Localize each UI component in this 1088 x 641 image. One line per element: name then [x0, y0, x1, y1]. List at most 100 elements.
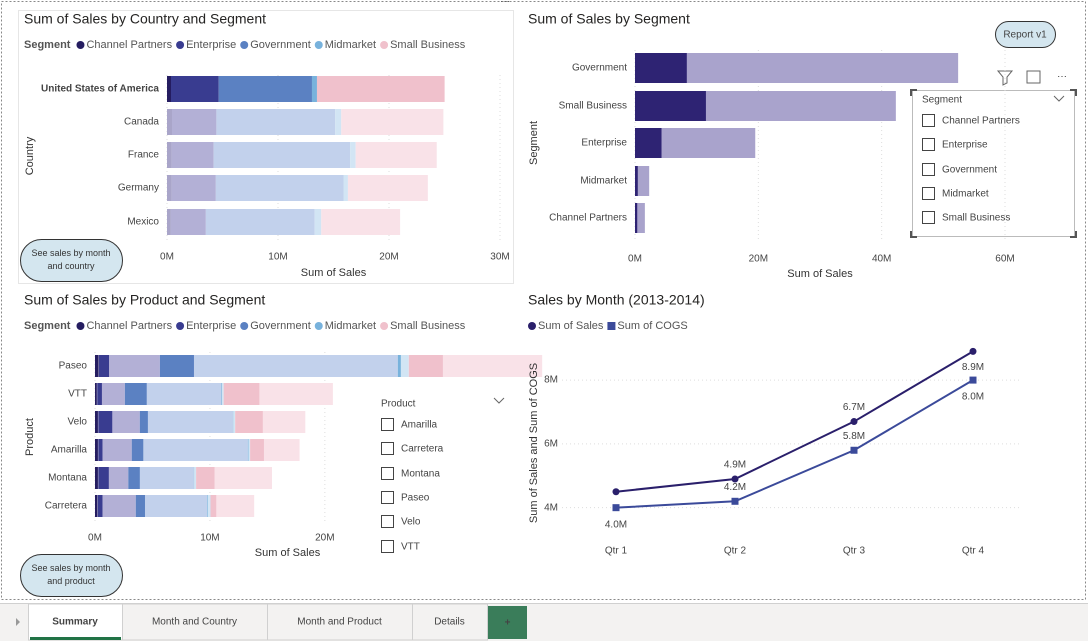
- legend-label[interactable]: Channel Partners: [86, 320, 172, 332]
- report-button[interactable]: [995, 21, 1056, 48]
- more-options[interactable]: ⋯: [1057, 72, 1067, 83]
- bar-segment[interactable]: [216, 109, 336, 135]
- chevron[interactable]: [493, 397, 505, 404]
- tab[interactable]: [412, 603, 488, 641]
- bar-highlight[interactable]: [221, 383, 222, 405]
- bar-highlight[interactable]: [98, 439, 103, 461]
- y-tick-label[interactable]: Midmarket: [580, 176, 627, 187]
- legend-label[interactable]: Midmarket: [325, 320, 376, 332]
- point[interactable]: [731, 475, 739, 483]
- bar-segment[interactable]: [397, 355, 409, 377]
- bar-segment[interactable]: [97, 383, 125, 405]
- legend-label[interactable]: Government: [250, 39, 311, 51]
- y-tick-label[interactable]: Montana: [48, 473, 87, 484]
- legend-label[interactable]: Enterprise: [186, 320, 236, 332]
- bar-highlight[interactable]: [408, 355, 443, 377]
- nav-button-label[interactable]: See sales by month and country: [31, 248, 111, 271]
- bar-segment[interactable]: [213, 142, 351, 168]
- legend-label[interactable]: Midmarket: [325, 39, 376, 51]
- bar-segment[interactable]: [98, 439, 132, 461]
- bar-segment[interactable]: [167, 142, 172, 168]
- bar-highlight[interactable]: [131, 439, 144, 461]
- y-tick-label[interactable]: Paseo: [59, 361, 88, 372]
- bar-highlight[interactable]: [210, 495, 217, 517]
- bar-highlight[interactable]: [247, 439, 249, 461]
- point[interactable]: [850, 418, 858, 426]
- bar-segment[interactable]: [341, 109, 444, 135]
- bar-segment[interactable]: [205, 209, 315, 235]
- legend-label[interactable]: Government: [250, 320, 311, 332]
- bar-highlight[interactable]: [95, 411, 98, 433]
- slicer-item[interactable]: VTT: [401, 542, 420, 553]
- y-tick-label[interactable]: Carretera: [45, 501, 88, 512]
- y-tick-label[interactable]: Government: [572, 63, 627, 74]
- bar-segment[interactable]: [139, 411, 233, 433]
- bar-segment[interactable]: [167, 76, 171, 102]
- bar-segment[interactable]: [210, 495, 255, 517]
- bar-segment[interactable]: [232, 411, 236, 433]
- bar-highlight[interactable]: [207, 495, 208, 517]
- checkbox[interactable]: [922, 163, 935, 176]
- bar-highlight[interactable]: [95, 383, 97, 405]
- nav-button-text[interactable]: See sales by month and product: [26, 556, 116, 594]
- bar-segment[interactable]: [355, 142, 437, 168]
- bar-segment[interactable]: [350, 142, 356, 168]
- checkbox[interactable]: [381, 515, 394, 528]
- legend-label[interactable]: Channel Partners: [86, 39, 172, 51]
- filter-icon[interactable]: [996, 70, 1014, 86]
- nav-button[interactable]: [20, 239, 123, 282]
- tab-scroll[interactable]: [16, 618, 20, 626]
- bar-highlight[interactable]: [128, 467, 140, 489]
- slicer-item[interactable]: Enterprise: [942, 140, 988, 151]
- bar-segment[interactable]: [167, 209, 171, 235]
- bar-highlight[interactable]: [159, 355, 194, 377]
- bar-highlight[interactable]: [98, 467, 109, 489]
- tab-label[interactable]: Month and Country: [152, 617, 237, 628]
- bar-segment[interactable]: [343, 175, 348, 201]
- slicer-item[interactable]: Channel Partners: [942, 116, 1020, 127]
- bar-highlight[interactable]: [97, 495, 103, 517]
- bar-segment[interactable]: [635, 53, 959, 83]
- bar-segment[interactable]: [347, 175, 428, 201]
- focus-icon[interactable]: [1026, 70, 1041, 84]
- bar-segment[interactable]: [314, 209, 322, 235]
- bar-segment[interactable]: [196, 467, 272, 489]
- checkbox[interactable]: [381, 467, 394, 480]
- nav-button-label[interactable]: See sales by month and product: [31, 563, 111, 586]
- add-tab-label[interactable]: +: [505, 618, 511, 629]
- bar-segment[interactable]: [215, 175, 344, 201]
- bar-highlight[interactable]: [635, 166, 638, 196]
- slicer-item[interactable]: Government: [942, 165, 997, 176]
- slicer-item[interactable]: Carretera: [401, 444, 444, 455]
- tab-label[interactable]: Month and Product: [297, 617, 382, 628]
- bar-highlight[interactable]: [397, 355, 401, 377]
- bar-highlight[interactable]: [135, 495, 145, 517]
- bar-highlight[interactable]: [98, 411, 113, 433]
- bar-segment[interactable]: [207, 495, 211, 517]
- bar-highlight[interactable]: [124, 383, 147, 405]
- chevron[interactable]: [1053, 95, 1065, 102]
- bar-segment[interactable]: [221, 383, 224, 405]
- legend-label[interactable]: Small Business: [390, 39, 466, 51]
- slicer-item[interactable]: Amarilla: [401, 420, 438, 431]
- bar-segment[interactable]: [193, 467, 197, 489]
- y-tick-label[interactable]: Enterprise: [581, 138, 627, 149]
- bar-highlight[interactable]: [250, 439, 264, 461]
- bar-highlight[interactable]: [235, 411, 263, 433]
- bar-highlight[interactable]: [95, 439, 98, 461]
- y-tick-label[interactable]: Canada: [124, 117, 159, 128]
- bar-segment[interactable]: [171, 175, 216, 201]
- bar-segment[interactable]: [635, 203, 645, 233]
- y-tick-label[interactable]: United States of America: [41, 84, 159, 95]
- tab-label[interactable]: Summary: [52, 617, 98, 628]
- y-tick-label[interactable]: Velo: [68, 417, 88, 428]
- bar-segment[interactable]: [97, 495, 136, 517]
- bar-segment[interactable]: [124, 383, 222, 405]
- checkbox[interactable]: [381, 491, 394, 504]
- tab-label[interactable]: Details: [434, 617, 465, 628]
- bar-segment[interactable]: [170, 76, 219, 102]
- bar-highlight[interactable]: [635, 203, 638, 233]
- y-tick-label[interactable]: France: [128, 150, 160, 161]
- bar-highlight[interactable]: [95, 467, 98, 489]
- y-tick-label[interactable]: Germany: [118, 183, 159, 194]
